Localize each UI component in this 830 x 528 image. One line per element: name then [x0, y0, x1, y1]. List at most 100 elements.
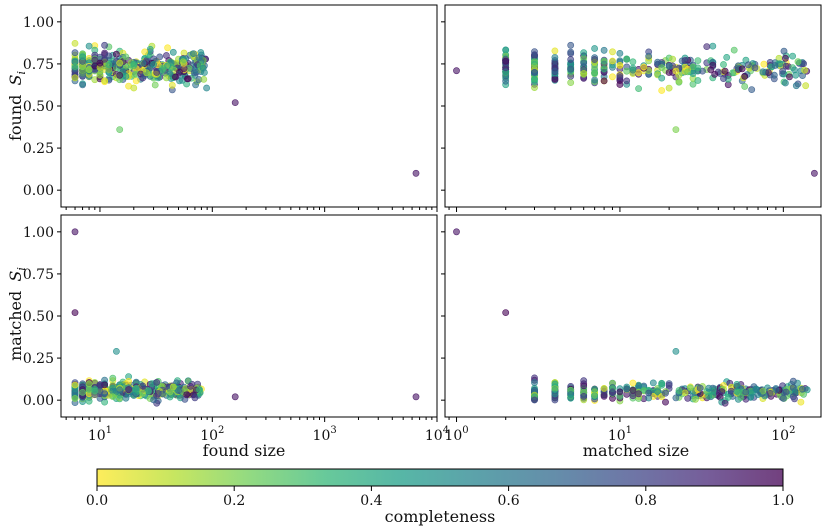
data-point [164, 62, 171, 70]
data-point [649, 379, 657, 387]
data-point [172, 73, 179, 81]
data-point [748, 86, 756, 93]
data-point [720, 61, 727, 68]
data-point [629, 386, 637, 394]
data-point [130, 84, 138, 92]
data-point [654, 388, 661, 395]
panel-top-left: 0.00 0.25 0.50 0.75 1.00 [23, 4, 438, 212]
data-point [640, 386, 648, 394]
x-tick-label: 104 [425, 425, 449, 444]
data-point [580, 49, 588, 56]
data-point [580, 382, 588, 390]
data-point [79, 67, 86, 74]
data-point [694, 57, 702, 64]
data-point [580, 59, 588, 67]
colorbar-label: completeness [385, 507, 496, 526]
data-point [591, 45, 598, 52]
data-point [694, 64, 702, 72]
data-point [591, 69, 598, 77]
data-point [79, 388, 86, 396]
data-point [132, 385, 140, 392]
colorbar-frame [96, 468, 784, 487]
data-point [786, 73, 793, 81]
x-tick-label: 102 [771, 425, 795, 444]
data-point [101, 390, 108, 398]
data-point [675, 387, 683, 394]
data-point [600, 46, 608, 54]
data-point [96, 381, 104, 389]
data-point [751, 64, 759, 72]
data-point [531, 58, 538, 66]
colorbar-tick-label: 0.8 [635, 493, 657, 509]
data-point [623, 385, 631, 393]
data-point [616, 62, 624, 69]
data-point [718, 388, 726, 395]
data-point [85, 380, 93, 388]
axes-frame [60, 4, 438, 208]
data-point [71, 74, 79, 82]
data-point [71, 228, 79, 236]
data-point [600, 391, 608, 399]
data-point [502, 309, 510, 316]
data-point [190, 50, 197, 57]
data-point [71, 381, 79, 389]
data-point [782, 79, 789, 87]
data-point [609, 48, 616, 56]
data-point [412, 169, 420, 177]
data-point [187, 382, 194, 390]
ylabel-found-prefix: found [6, 95, 25, 141]
data-point [658, 87, 666, 94]
data-point [196, 386, 203, 393]
y-tick-label: 0.50 [23, 309, 54, 325]
data-point [794, 58, 802, 66]
data-point [662, 389, 669, 397]
data-point [629, 379, 637, 387]
data-point [567, 48, 575, 56]
data-point [591, 385, 598, 393]
data-point [551, 63, 559, 71]
points-top-right [453, 41, 818, 177]
data-point [591, 56, 598, 63]
data-point [116, 71, 124, 79]
data-point [567, 394, 575, 402]
colorbar-tick-label: 0.6 [497, 493, 519, 509]
x-tick-label: 103 [313, 425, 337, 444]
y-tick-label: 0.00 [23, 183, 54, 199]
data-point [635, 85, 642, 92]
colorbar-tick-label: 0.0 [86, 493, 108, 509]
data-point [724, 393, 732, 401]
data-point [580, 70, 588, 77]
data-point [779, 67, 786, 75]
data-point [453, 67, 460, 75]
data-point [96, 71, 104, 79]
data-point [531, 75, 538, 83]
data-point [116, 126, 124, 134]
data-point [150, 61, 157, 68]
data-point [792, 82, 800, 90]
data-point [551, 76, 559, 83]
data-point [531, 396, 538, 404]
y-tick-label: 1.00 [23, 15, 54, 31]
data-point [789, 52, 796, 60]
ylabel-matched-symbol: S [6, 271, 25, 282]
data-point [175, 387, 182, 394]
data-point [551, 47, 559, 55]
data-point [567, 41, 575, 49]
data-point [159, 66, 166, 74]
data-point [143, 69, 150, 77]
points-bottom-left [71, 228, 420, 407]
data-point [159, 390, 166, 398]
data-point [85, 42, 93, 50]
data-point [616, 50, 624, 57]
panel-bottom-left: 0.00 0.25 0.50 0.75 1.00 101 102 103 104 [23, 214, 449, 444]
data-point [665, 84, 673, 92]
data-point [453, 228, 460, 236]
ylabel-found-sub: i [15, 71, 28, 75]
ylabel-found-si: found Si [6, 71, 28, 141]
y-tick-label: 0.75 [23, 267, 54, 283]
data-point [616, 388, 624, 396]
data-point [721, 67, 729, 75]
data-point [635, 69, 642, 77]
data-point [699, 67, 706, 75]
data-point [231, 99, 239, 106]
